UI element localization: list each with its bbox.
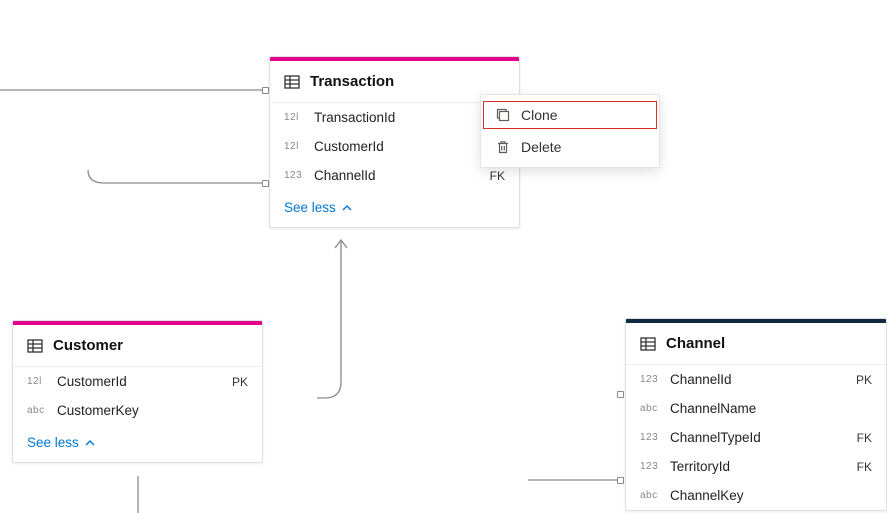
- column-name: CustomerId: [314, 139, 495, 154]
- see-less-toggle[interactable]: See less: [270, 190, 519, 227]
- type-badge: abc: [640, 490, 660, 501]
- diagram-canvas[interactable]: Transaction 12l TransactionId 12l Custom…: [0, 0, 887, 513]
- entity-title: Customer: [53, 337, 123, 354]
- column-row[interactable]: abc CustomerKey: [13, 396, 262, 425]
- column-row[interactable]: 12l CustomerId PK: [13, 367, 262, 396]
- chevron-up-icon: [342, 203, 352, 213]
- type-badge: 123: [640, 374, 660, 385]
- edge-handle[interactable]: [617, 391, 624, 398]
- see-less-toggle[interactable]: See less: [13, 425, 262, 462]
- type-badge: 12l: [284, 112, 304, 123]
- key-badge: FK: [857, 431, 872, 445]
- type-badge: 12l: [27, 376, 47, 387]
- chevron-up-icon: [85, 438, 95, 448]
- key-badge: FK: [490, 169, 505, 183]
- type-badge: abc: [27, 405, 47, 416]
- entity-title: Channel: [666, 335, 725, 352]
- menu-item-delete[interactable]: Delete: [481, 131, 659, 163]
- edge-handle[interactable]: [617, 477, 624, 484]
- column-row[interactable]: 123 ChannelId PK: [626, 365, 886, 394]
- column-name: ChannelId: [314, 168, 480, 183]
- column-row[interactable]: abc ChannelName: [626, 394, 886, 423]
- type-badge: abc: [640, 403, 660, 414]
- column-row[interactable]: 123 ChannelTypeId FK: [626, 423, 886, 452]
- column-row[interactable]: 123 TerritoryId FK: [626, 452, 886, 481]
- key-badge: PK: [856, 373, 872, 387]
- entity-customer[interactable]: Customer 12l CustomerId PK abc CustomerK…: [12, 320, 263, 463]
- table-icon: [27, 338, 43, 354]
- entity-header[interactable]: Customer: [13, 325, 262, 367]
- entity-header[interactable]: Channel: [626, 323, 886, 365]
- column-list: 12l CustomerId PK abc CustomerKey: [13, 367, 262, 425]
- table-icon: [640, 336, 656, 352]
- column-name: CustomerKey: [57, 403, 238, 418]
- entity-title: Transaction: [310, 73, 394, 90]
- menu-item-label: Clone: [521, 107, 558, 123]
- key-badge: PK: [232, 375, 248, 389]
- menu-item-label: Delete: [521, 139, 561, 155]
- column-list: 123 ChannelId PK abc ChannelName 123 Cha…: [626, 365, 886, 510]
- column-name: ChannelTypeId: [670, 430, 847, 445]
- column-name: CustomerId: [57, 374, 222, 389]
- type-badge: 12l: [284, 141, 304, 152]
- clone-icon: [495, 107, 511, 123]
- see-less-label: See less: [284, 200, 336, 215]
- entity-channel[interactable]: Channel 123 ChannelId PK abc ChannelName…: [625, 318, 887, 511]
- column-row[interactable]: abc ChannelKey: [626, 481, 886, 510]
- column-name: ChannelKey: [670, 488, 862, 503]
- see-less-label: See less: [27, 435, 79, 450]
- edge-handle[interactable]: [262, 180, 269, 187]
- column-name: ChannelName: [670, 401, 862, 416]
- delete-icon: [495, 139, 511, 155]
- type-badge: 123: [640, 432, 660, 443]
- key-badge: FK: [857, 460, 872, 474]
- context-menu: Clone Delete: [480, 94, 660, 168]
- type-badge: 123: [284, 170, 304, 181]
- column-name: TransactionId: [314, 110, 495, 125]
- column-name: TerritoryId: [670, 459, 847, 474]
- column-name: ChannelId: [670, 372, 846, 387]
- edge-handle[interactable]: [262, 87, 269, 94]
- table-icon: [284, 74, 300, 90]
- menu-item-clone[interactable]: Clone: [481, 99, 659, 131]
- type-badge: 123: [640, 461, 660, 472]
